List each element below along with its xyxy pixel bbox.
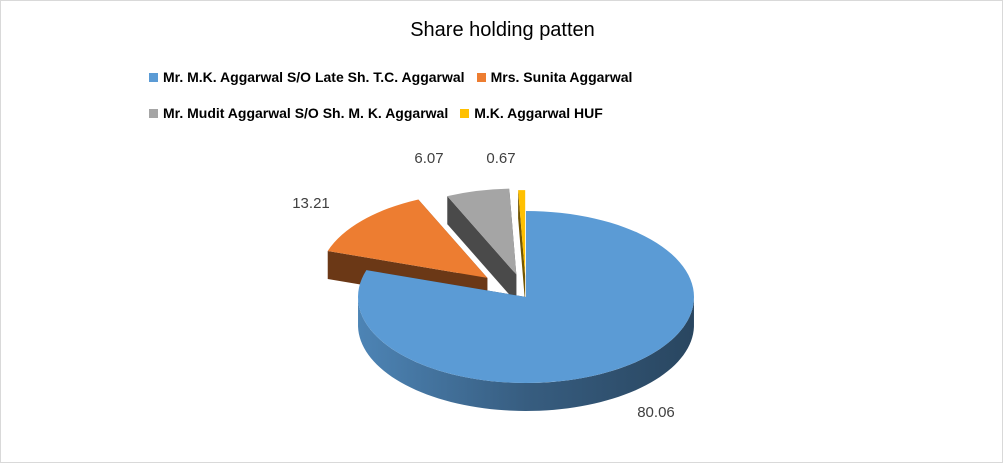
chart-title: Share holding patten <box>410 19 595 41</box>
legend-item-mk-aggarwal: Mr. M.K. Aggarwal S/O Late Sh. T.C. Agga… <box>149 69 465 85</box>
data-label-3: 0.67 <box>486 150 515 167</box>
legend-swatch <box>149 72 158 82</box>
data-label-2: 6.07 <box>414 150 443 167</box>
data-label-0: 80.06 <box>637 404 675 421</box>
data-label-1: 13.21 <box>292 195 330 212</box>
legend-label: Mr. M.K. Aggarwal S/O Late Sh. T.C. Agga… <box>163 69 465 85</box>
legend-item-mudit-aggarwal: Mr. Mudit Aggarwal S/O Sh. M. K. Aggarwa… <box>149 105 448 121</box>
legend-row-1: Mr. M.K. Aggarwal S/O Late Sh. T.C. Agga… <box>149 67 644 87</box>
pie-slice-2 <box>447 188 517 303</box>
legend-row-2: Mr. Mudit Aggarwal S/O Sh. M. K. Aggarwa… <box>149 103 615 123</box>
legend-label: Mr. Mudit Aggarwal S/O Sh. M. K. Aggarwa… <box>163 105 449 121</box>
legend-swatch <box>476 72 486 82</box>
legend-label: M.K. Aggarwal HUF <box>474 105 603 121</box>
legend-item-mk-huf: M.K. Aggarwal HUF <box>460 105 603 121</box>
pie-slice-0 <box>358 211 695 411</box>
legend-swatch <box>149 108 158 118</box>
legend-item-sunita-aggarwal: Mrs. Sunita Aggarwal <box>476 69 633 85</box>
pie-slice-3 <box>518 190 526 305</box>
legend-swatch <box>460 108 470 118</box>
legend-label: Mrs. Sunita Aggarwal <box>490 69 633 85</box>
